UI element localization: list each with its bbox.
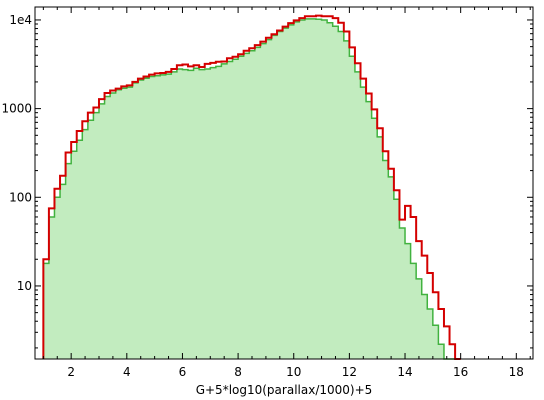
x-tick-label: 16	[453, 365, 468, 379]
x-tick-label: 14	[397, 365, 412, 379]
histogram-fill-1	[43, 18, 461, 359]
x-axis-label: G+5*log10(parallax/1000)+5	[196, 383, 373, 397]
y-tick-label: 10	[17, 279, 32, 293]
x-tick-label: 4	[123, 365, 131, 379]
x-tick-label: 12	[342, 365, 357, 379]
x-tick-label: 6	[179, 365, 187, 379]
ticks-layer: 2 4 6 8 10 12 14 16 18 10 100 1000 1e4	[1, 7, 533, 379]
x-tick-label: 18	[509, 365, 524, 379]
x-tick-label: 8	[234, 365, 242, 379]
lines-layer	[42, 14, 461, 360]
histogram-series-1	[42, 18, 461, 360]
x-tick-label: 2	[67, 365, 75, 379]
y-tick-label: 1e4	[9, 13, 32, 27]
histogram-series-0	[42, 14, 461, 360]
plot-frame	[34, 6, 534, 360]
y-tick-label: 1000	[1, 102, 32, 116]
y-tick-label: 100	[9, 190, 32, 204]
fill-layer	[43, 18, 461, 359]
x-tick-label: 10	[286, 365, 301, 379]
